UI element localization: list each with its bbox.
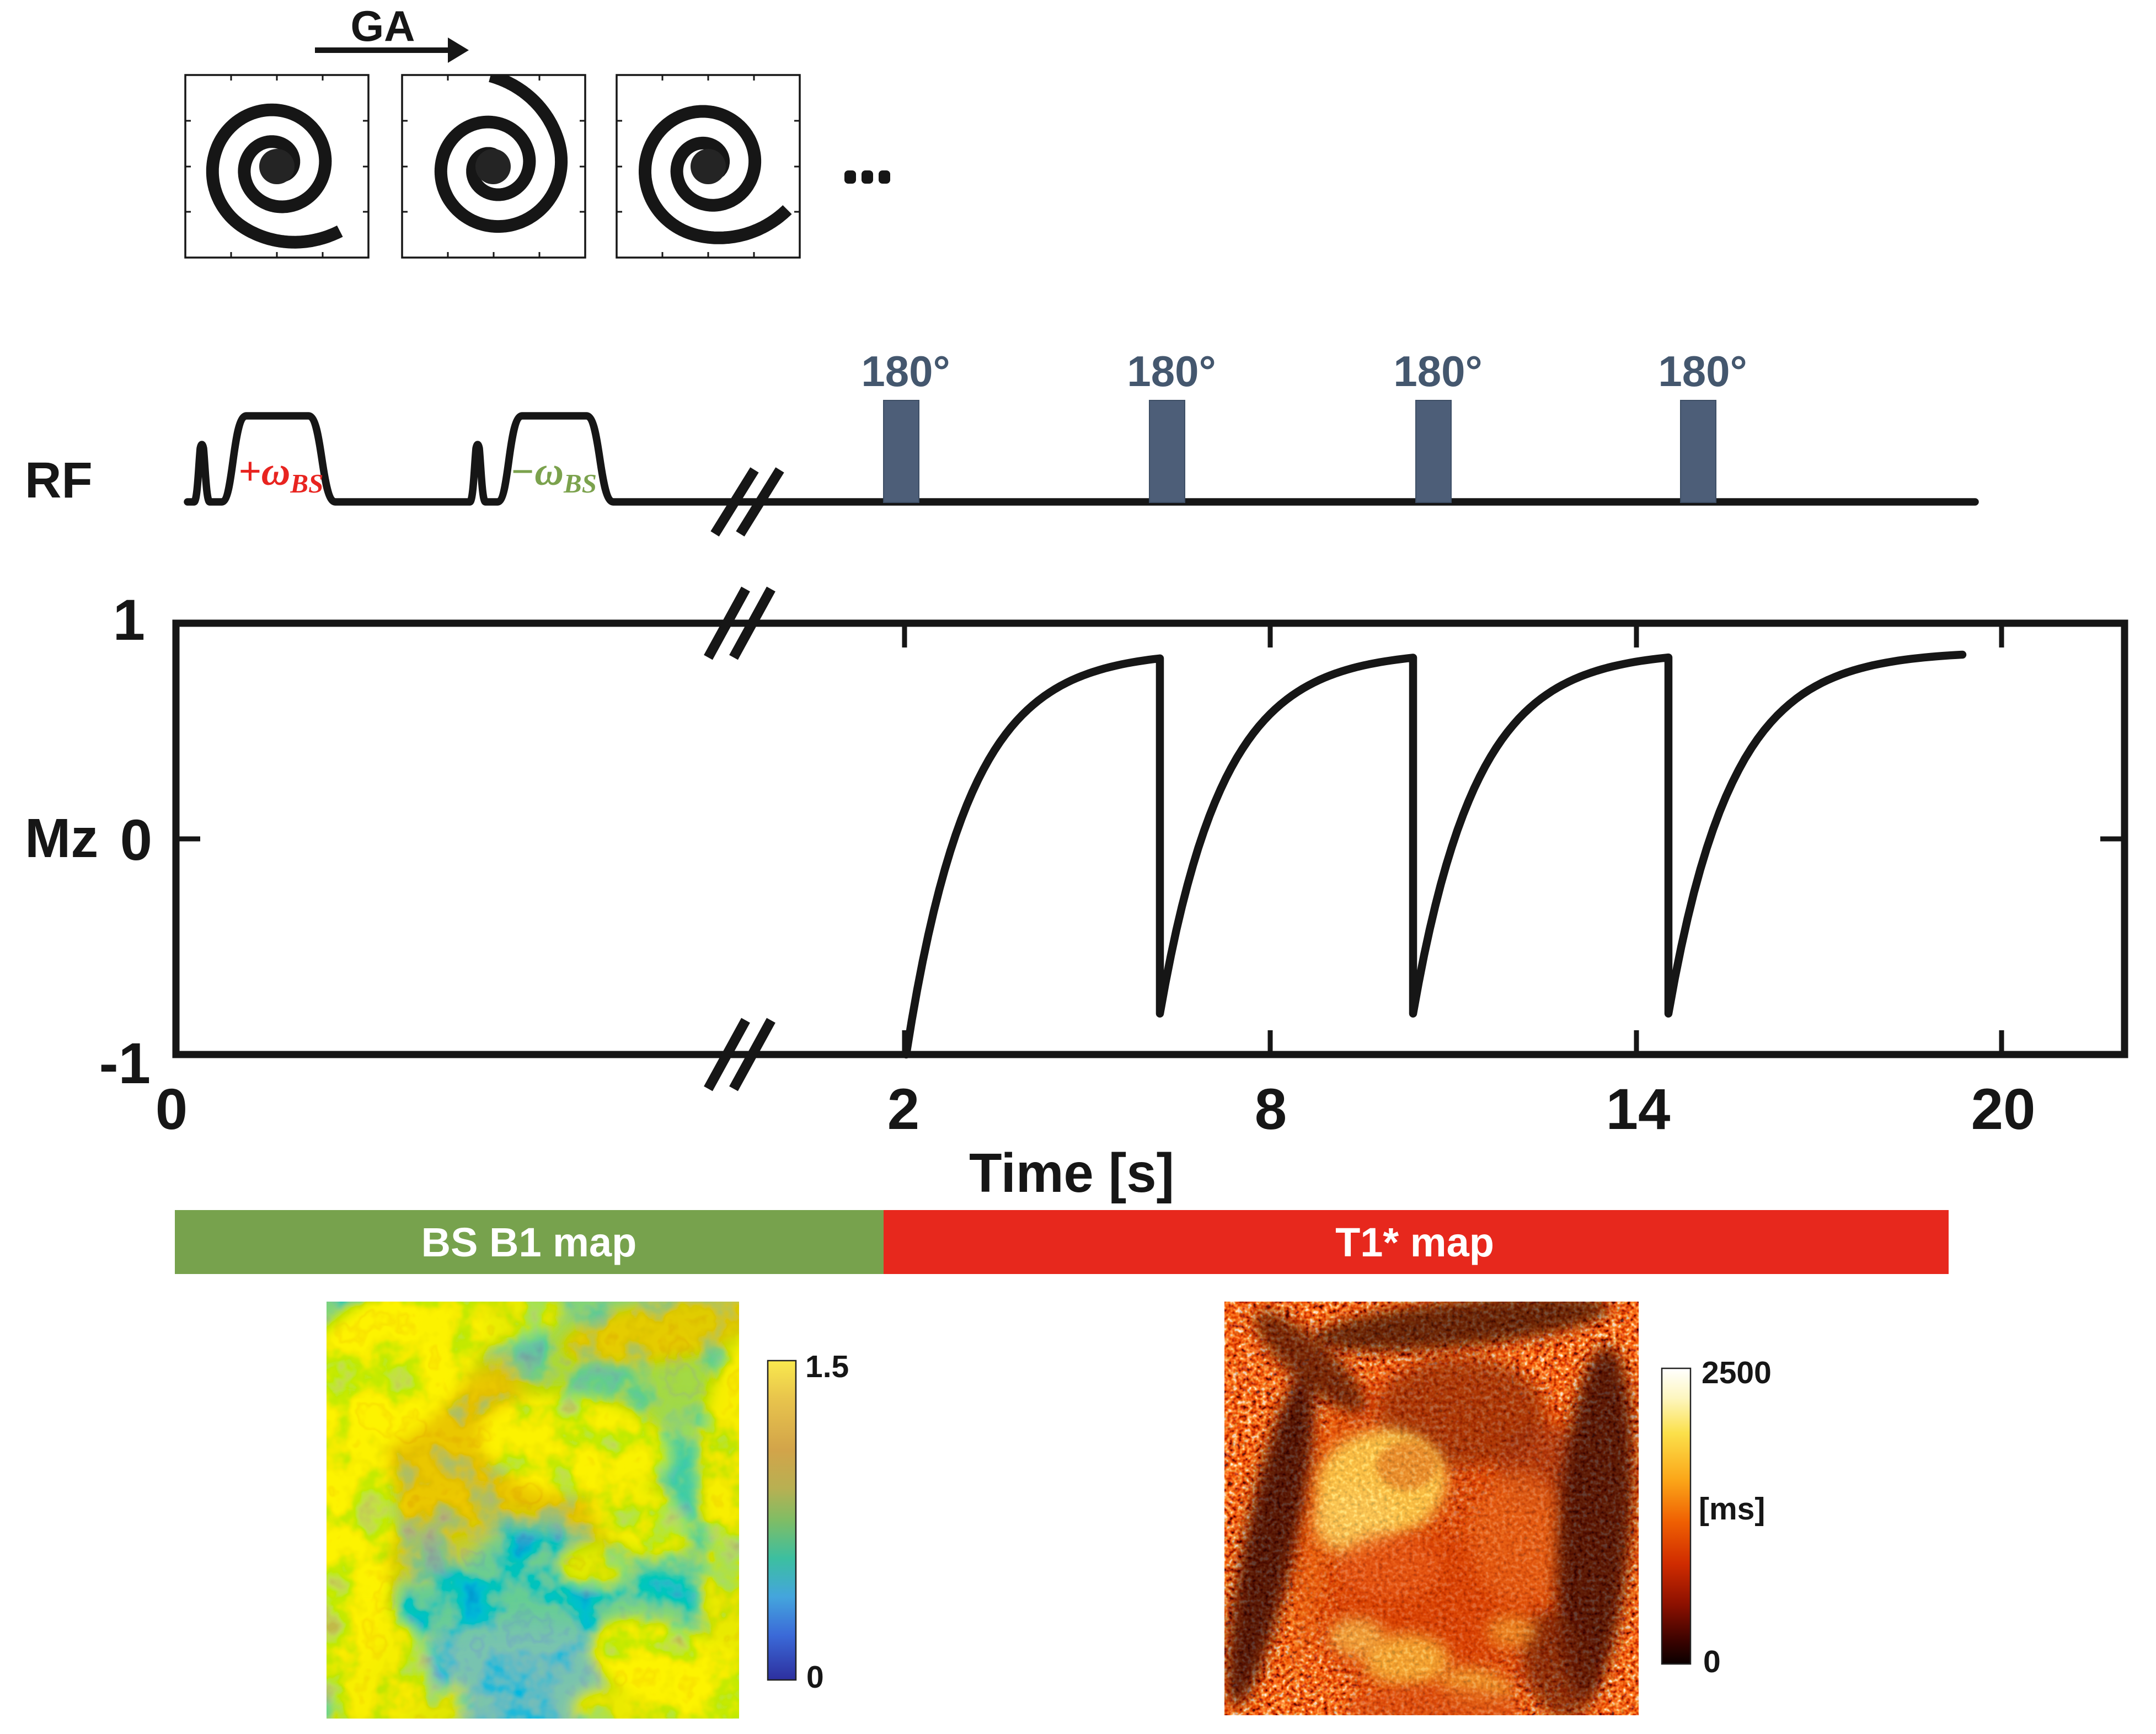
svg-text:180°: 180° <box>1393 347 1482 395</box>
svg-text:T1* map: T1* map <box>1335 1219 1494 1265</box>
svg-text:20: 20 <box>1971 1077 2036 1142</box>
svg-text:RF: RF <box>25 452 93 509</box>
svg-text:180°: 180° <box>1127 347 1216 395</box>
svg-text:-1: -1 <box>99 1031 151 1096</box>
svg-text:0: 0 <box>156 1077 188 1142</box>
svg-text:Time [s]: Time [s] <box>969 1142 1174 1204</box>
svg-text:2500: 2500 <box>1702 1355 1772 1390</box>
svg-text:180°: 180° <box>861 347 950 395</box>
svg-text:14: 14 <box>1606 1077 1671 1142</box>
svg-text:[ms]: [ms] <box>1699 1491 1765 1527</box>
svg-text:2: 2 <box>887 1077 919 1142</box>
svg-text:BS B1 map: BS B1 map <box>421 1219 637 1265</box>
svg-text:0: 0 <box>120 808 152 873</box>
svg-text:1.5: 1.5 <box>805 1349 849 1384</box>
svg-text:GA: GA <box>351 2 415 50</box>
svg-text:180°: 180° <box>1658 347 1747 395</box>
svg-text:0: 0 <box>1703 1644 1721 1679</box>
svg-text:8: 8 <box>1255 1077 1287 1142</box>
svg-text:0: 0 <box>806 1660 824 1695</box>
svg-text:Mz: Mz <box>25 807 98 869</box>
svg-text:1: 1 <box>113 588 145 652</box>
svg-text:+ωBS: +ωBS <box>238 449 323 499</box>
